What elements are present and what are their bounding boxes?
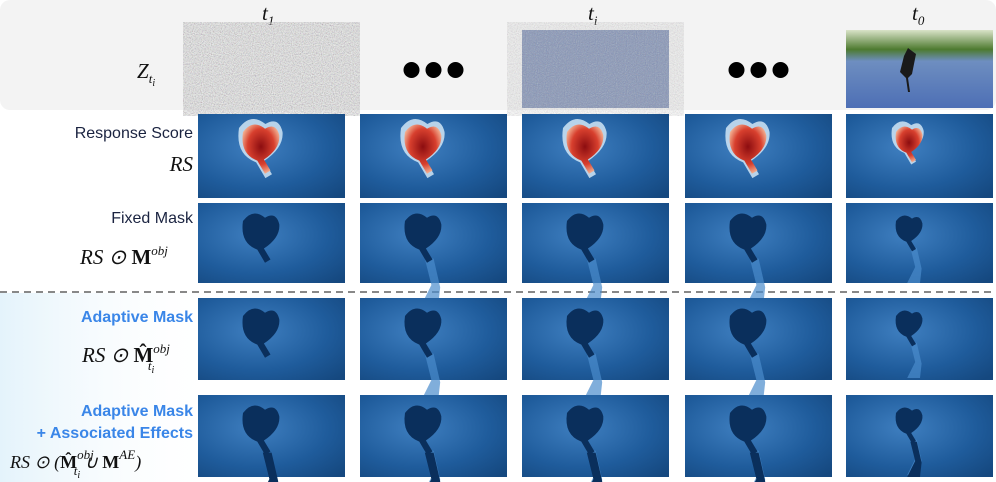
mask	[242, 213, 280, 263]
heatmap	[198, 203, 345, 283]
heatmap	[360, 395, 507, 482]
reflection	[420, 353, 441, 402]
response	[895, 126, 923, 163]
mask	[729, 308, 767, 358]
ellipsis-dot	[728, 62, 745, 78]
photo	[846, 30, 993, 108]
row-label: Adaptive Mask	[81, 309, 193, 326]
heatmap	[198, 395, 345, 482]
column-header: t1	[262, 1, 274, 28]
heatmap	[522, 114, 669, 198]
ellipsis-dot	[750, 62, 767, 78]
mask	[404, 213, 442, 263]
formula: RS ⊙ M̂obj ti	[81, 341, 170, 376]
reflection	[420, 258, 441, 307]
mask-effect	[907, 441, 922, 477]
mask	[566, 308, 604, 358]
mask-effect	[424, 452, 441, 482]
heatmap	[685, 114, 832, 198]
row-label: Fixed Mask	[111, 210, 194, 227]
response	[404, 124, 442, 174]
reflection	[582, 258, 603, 307]
ellipsis-dot	[772, 62, 789, 78]
mask	[729, 405, 767, 455]
mask	[895, 407, 923, 444]
heatmap	[685, 203, 832, 307]
mask	[566, 405, 604, 455]
heatmap	[360, 298, 507, 402]
mask	[566, 213, 604, 263]
bird	[900, 48, 916, 92]
mask	[895, 310, 923, 347]
heatmap-bg	[198, 298, 345, 380]
heatmap	[198, 114, 345, 198]
heatmap	[846, 298, 993, 380]
reflection	[745, 258, 766, 307]
heatmap	[198, 298, 345, 380]
row-label: Adaptive Mask	[81, 403, 193, 420]
heatmap	[685, 298, 832, 402]
heatmap	[522, 395, 669, 482]
latent-image	[198, 30, 345, 108]
adaptive-band	[0, 293, 220, 482]
heatmap	[846, 395, 993, 477]
mask	[404, 308, 442, 358]
formula: RS	[169, 152, 194, 176]
heatmap	[360, 114, 507, 198]
mask	[404, 405, 442, 455]
heatmap	[685, 395, 832, 482]
mask	[729, 213, 767, 263]
column-header: ti	[588, 1, 598, 28]
formula: RS ⊙ Mobj	[79, 243, 168, 269]
formula: RS ⊙ (M̂obj ti ∪ MAE)	[9, 447, 141, 481]
heatmap	[522, 298, 669, 402]
mask-effect	[749, 452, 766, 482]
heatmap-bg	[198, 203, 345, 283]
response	[729, 124, 767, 174]
row-label: + Associated Effects	[37, 425, 193, 442]
mask-effect	[262, 452, 279, 482]
response	[242, 124, 280, 174]
noise	[522, 30, 669, 108]
response	[566, 124, 604, 174]
mask	[895, 215, 923, 252]
formula: Zti	[137, 59, 155, 89]
latent-image	[522, 30, 669, 108]
mask	[242, 405, 280, 455]
ellipsis-dot	[403, 62, 420, 78]
column-header: t0	[912, 1, 925, 28]
heatmap	[522, 203, 669, 307]
latent-image	[846, 30, 993, 108]
mask-effect	[586, 452, 603, 482]
heatmap	[360, 203, 507, 307]
heatmap	[846, 114, 993, 198]
mask	[242, 308, 280, 358]
noise	[198, 30, 345, 108]
reflection	[745, 353, 766, 402]
row-label: Response Score	[75, 125, 193, 142]
reflection	[582, 353, 603, 402]
heatmap	[846, 203, 993, 283]
ellipsis-dot	[425, 62, 442, 78]
ellipsis-dot	[447, 62, 464, 78]
reflection	[907, 342, 922, 378]
reflection	[907, 247, 922, 283]
